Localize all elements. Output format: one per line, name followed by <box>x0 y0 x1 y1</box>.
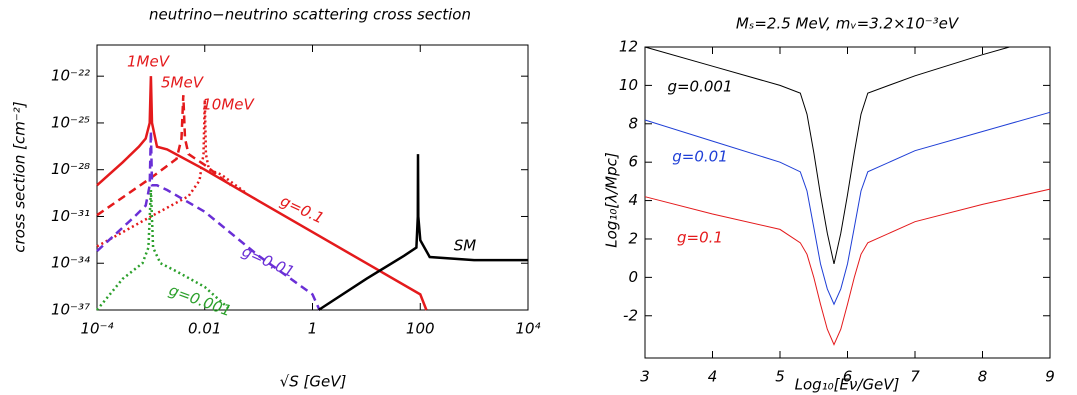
curve <box>644 46 1010 265</box>
annotation: SM <box>454 237 477 255</box>
curve <box>96 99 248 248</box>
y-tick-label: -2 <box>623 306 638 324</box>
y-tick-label: 0 <box>628 268 638 286</box>
x-tick-label: 5 <box>775 368 785 386</box>
x-tick-label: 3 <box>640 368 650 386</box>
x-axis-label: √S [GeV] <box>280 373 347 391</box>
curve <box>96 95 232 217</box>
y-tick-label: 10⁻³⁷ <box>51 301 90 319</box>
curve <box>317 154 528 312</box>
y-tick-label: 10⁻²⁸ <box>51 160 90 178</box>
curve <box>96 189 232 311</box>
y-tick-label: 12 <box>619 38 638 56</box>
x-axis-label: Log₁₀[Eν/GeV] <box>795 376 900 394</box>
annotation: g=0.1 <box>677 229 723 247</box>
x-tick-label: 6 <box>843 368 853 386</box>
y-tick-label: 10⁻³⁴ <box>51 254 90 272</box>
annotation: g=0.001 <box>167 281 234 320</box>
annotation: 10MeV <box>202 96 255 114</box>
annotation: g=0.1 <box>278 192 327 228</box>
annotation: g=0.01 <box>672 148 728 166</box>
y-axis-label: cross section [cm⁻²] <box>11 101 29 252</box>
curve <box>644 111 1051 306</box>
y-tick-label: 10⁻²² <box>51 67 90 85</box>
y-tick-label: 10⁻³¹ <box>51 207 90 225</box>
annotation: 5MeV <box>161 74 205 92</box>
curve <box>644 188 1051 346</box>
annotation: 1MeV <box>127 53 171 71</box>
x-tick-label: 0.01 <box>188 320 221 338</box>
x-tick-label: 100 <box>406 320 435 338</box>
annotation: g=0.01 <box>239 242 297 281</box>
x-tick-label: 1 <box>308 320 318 338</box>
y-tick-label: 8 <box>628 114 638 132</box>
x-tick-label: 9 <box>1045 368 1055 386</box>
x-tick-label: 10⁴ <box>515 320 540 338</box>
y-tick-label: 6 <box>628 153 638 171</box>
y-tick-label: 2 <box>628 229 638 247</box>
chart-title: neutrino−neutrino scattering cross secti… <box>149 6 471 24</box>
y-axis-label: Log₁₀[λ/Mpc] <box>603 152 621 248</box>
chart-title: Mₛ=2.5 MeV, mᵥ=3.2×10⁻³eV <box>736 15 960 33</box>
y-tick-label: 10⁻²⁵ <box>51 113 90 131</box>
curve <box>96 131 321 311</box>
y-tick-label: 10 <box>619 76 638 94</box>
y-tick-label: 4 <box>628 191 638 209</box>
x-tick-label: 7 <box>910 368 920 386</box>
x-tick-label: 8 <box>978 368 988 386</box>
annotation: g=0.001 <box>667 78 732 96</box>
x-tick-label: 10⁻⁴ <box>80 320 113 338</box>
curve <box>96 76 428 311</box>
x-tick-label: 4 <box>708 368 718 386</box>
